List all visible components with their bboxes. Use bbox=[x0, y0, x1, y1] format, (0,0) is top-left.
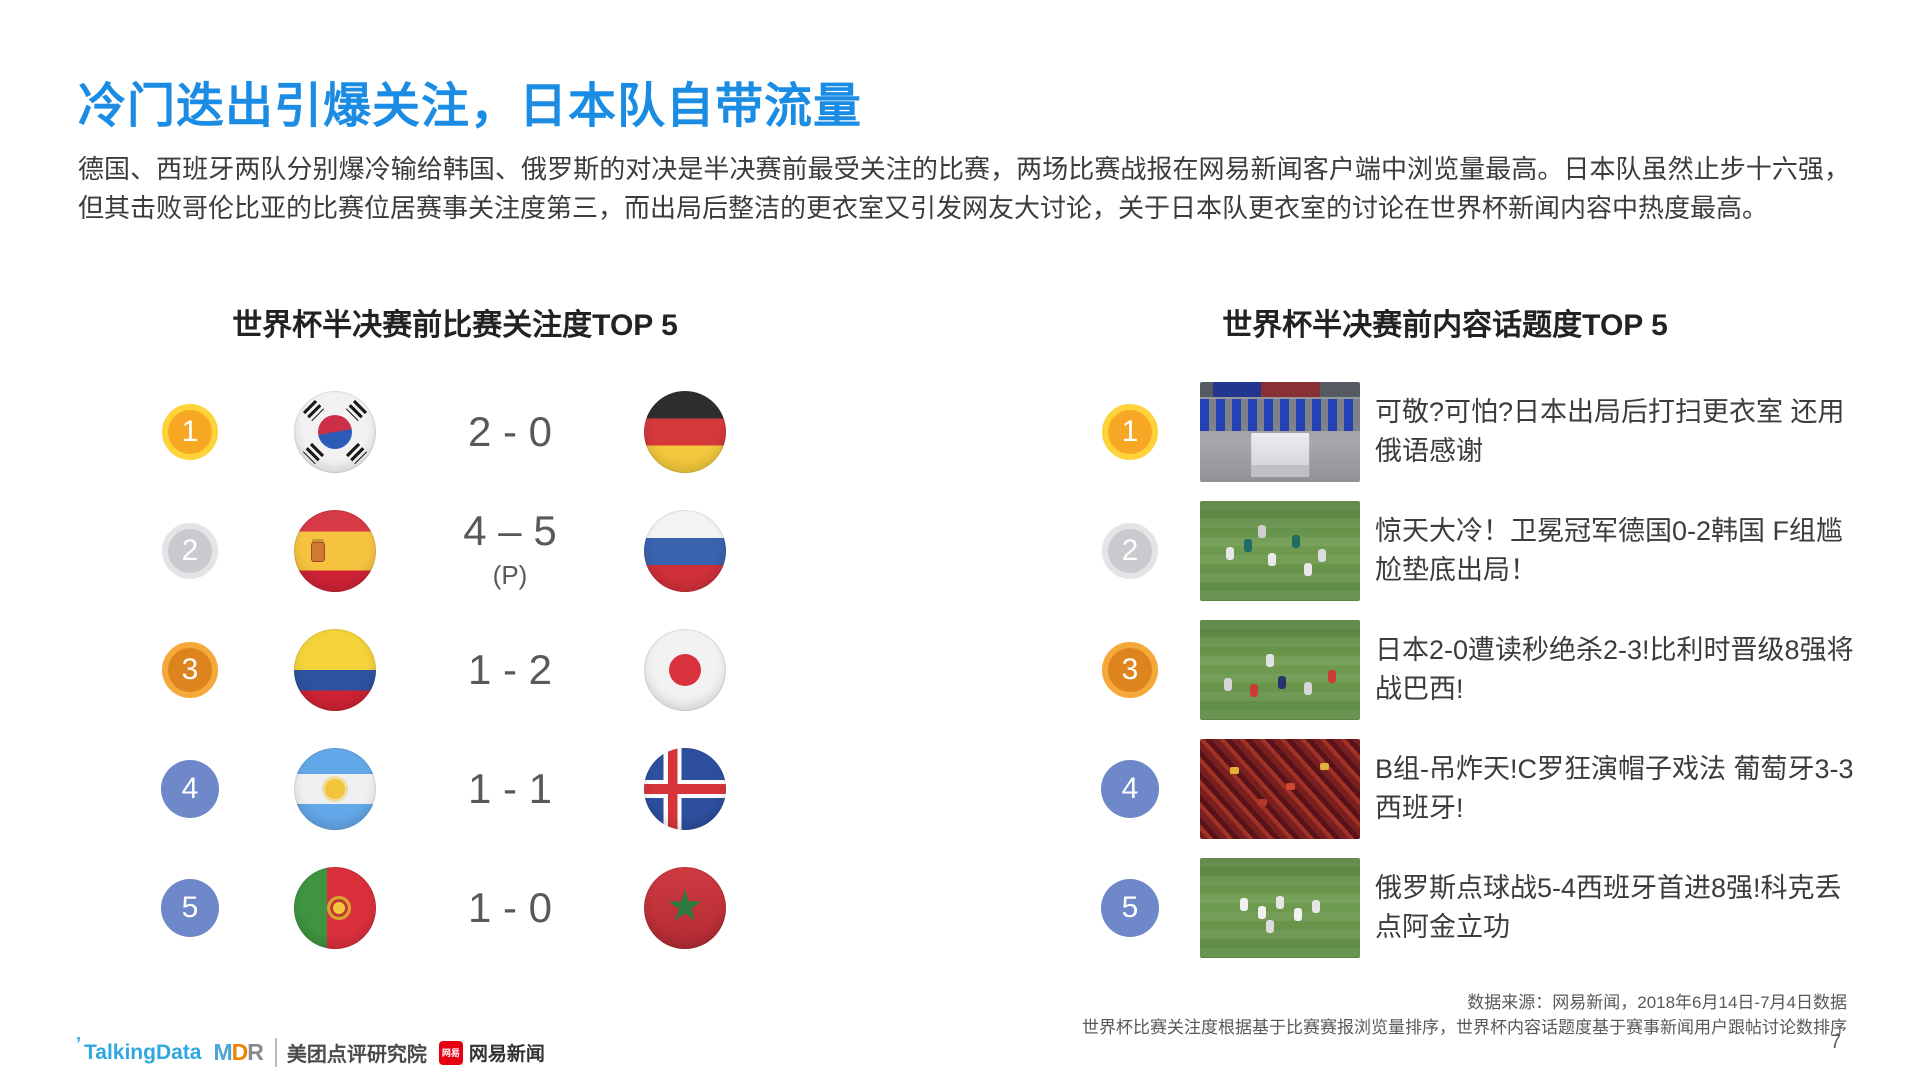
meituan-dianping-research-label: 美团点评研究院 bbox=[274, 1038, 427, 1067]
rank-number: 1 bbox=[1121, 414, 1139, 448]
rank-5-medal-icon: 5 bbox=[1101, 878, 1159, 937]
page-number: 7 bbox=[1830, 1032, 1841, 1053]
list-item: 3 1 - 2 bbox=[130, 610, 780, 729]
flag-iceland-icon bbox=[644, 747, 726, 830]
netease-news-label: 网易新闻 bbox=[468, 1044, 545, 1065]
sun-of-may-symbol bbox=[325, 778, 345, 799]
mdr-letter: M bbox=[213, 1039, 232, 1065]
slide-title: 冷门迭出引爆关注，日本队自带流量 bbox=[78, 80, 863, 133]
rank-number: 2 bbox=[1121, 533, 1139, 567]
rank-4-medal-icon: 4 bbox=[161, 759, 219, 818]
footer-logos: TalkingData MDR 美团点评研究院 网易 网易新闻 bbox=[76, 1034, 545, 1067]
list-item: 4 1 - 1 bbox=[130, 729, 780, 848]
match-top5-list: 1 2 - 0 2 4 – 5 (P) 3 1 - 2 4 1 - 1 bbox=[130, 372, 780, 967]
rank-4-medal-icon: 4 bbox=[1101, 759, 1159, 818]
news-headline: 可敬?可怕?日本出局后打扫更衣室 还用俄语感谢 bbox=[1375, 396, 1845, 466]
penalty-note: (P) bbox=[492, 560, 528, 590]
talkingdata-logo: TalkingData bbox=[76, 1034, 201, 1065]
news-headline: 俄罗斯点球战5-4西班牙首进8强!科克丢点阿金立功 bbox=[1375, 872, 1842, 942]
rank-1-medal-icon: 1 bbox=[1102, 403, 1158, 460]
taegeuk-symbol bbox=[318, 414, 352, 449]
news-headline: 日本2-0遭读秒绝杀2-3!比利时晋级8强将战巴西! bbox=[1375, 634, 1854, 704]
spain-crest bbox=[311, 541, 325, 562]
list-item: 2 惊天大冷！卫冕冠军德国0-2韩国 F组尴尬垫底出局！ bbox=[1065, 491, 1855, 610]
trigram-mark bbox=[345, 399, 368, 421]
rank-number: 1 bbox=[181, 414, 199, 448]
flag-south-korea-icon bbox=[294, 390, 376, 473]
flag-morocco-icon bbox=[644, 866, 726, 949]
news-headline: B组-吊炸天!C罗狂演帽子戏法 葡萄牙3-3西班牙! bbox=[1375, 753, 1854, 823]
flag-colombia-icon bbox=[294, 628, 376, 711]
news-headline: 惊天大冷！卫冕冠军德国0-2韩国 F组尴尬垫底出局！ bbox=[1375, 515, 1844, 585]
rank-number: 4 bbox=[1121, 771, 1139, 805]
match-score: 1 - 0 bbox=[467, 883, 553, 931]
mdr-logo: MDR bbox=[213, 1039, 264, 1066]
thumbnail-japan-locker-room bbox=[1200, 381, 1360, 482]
flag-spain-icon bbox=[294, 509, 376, 592]
thumbnail-portugal-spain-fans bbox=[1200, 738, 1360, 839]
rank-3-medal-icon: 3 bbox=[162, 641, 218, 698]
rank-number: 2 bbox=[181, 533, 199, 567]
match-score: 4 – 5 bbox=[463, 507, 557, 554]
rank-number: 3 bbox=[1121, 652, 1139, 686]
match-score: 1 - 2 bbox=[467, 645, 553, 693]
trigram-mark bbox=[345, 442, 368, 464]
list-item: 4 B组-吊炸天!C罗狂演帽子戏法 葡萄牙3-3西班牙! bbox=[1065, 729, 1855, 848]
armillary-sphere-symbol bbox=[327, 895, 351, 920]
rank-1-medal-icon: 1 bbox=[162, 403, 218, 460]
rank-2-medal-icon: 2 bbox=[1102, 522, 1158, 579]
rank-number: 3 bbox=[181, 652, 199, 686]
match-score: 1 - 1 bbox=[467, 764, 553, 812]
rank-2-medal-icon: 2 bbox=[162, 522, 218, 579]
data-source-line1: 数据来源：网易新闻，2018年6月14日-7月4日数据 bbox=[1467, 993, 1847, 1012]
flag-germany-icon bbox=[644, 390, 726, 473]
left-panel-title: 世界杯半决赛前比赛关注度TOP 5 bbox=[232, 309, 678, 342]
list-item: 5 1 - 0 bbox=[130, 848, 780, 967]
intro-paragraph: 德国、西班牙两队分别爆冷输给韩国、俄罗斯的对决是半决赛前最受关注的比赛，两场比赛… bbox=[78, 154, 1850, 223]
thumbnail-germany-korea-match bbox=[1200, 500, 1360, 601]
rank-number: 5 bbox=[181, 890, 199, 924]
right-panel-title: 世界杯半决赛前内容话题度TOP 5 bbox=[1222, 309, 1668, 342]
flag-argentina-icon bbox=[294, 747, 376, 830]
trigram-mark bbox=[302, 442, 325, 464]
list-item: 2 4 – 5 (P) bbox=[130, 491, 780, 610]
flag-japan-icon bbox=[644, 628, 726, 711]
list-item: 1 2 - 0 bbox=[130, 372, 780, 491]
netease-badge-icon: 网易 bbox=[438, 1040, 463, 1065]
mdr-letter: R bbox=[247, 1039, 264, 1065]
list-item: 1 可敬?可怕?日本出局后打扫更衣室 还用俄语感谢 bbox=[1065, 372, 1855, 491]
mdr-letter: D bbox=[231, 1039, 249, 1065]
data-source-line2: 世界杯比赛关注度根据基于比赛赛报浏览量排序，世界杯内容话题度基于赛事新闻用户跟帖… bbox=[1082, 1018, 1847, 1037]
list-item: 3 日本2-0遭读秒绝杀2-3!比利时晋级8强将战巴西! bbox=[1065, 610, 1855, 729]
trigram-mark bbox=[302, 399, 325, 421]
rank-number: 5 bbox=[1121, 890, 1139, 924]
thumbnail-japan-belgium-match bbox=[1200, 619, 1360, 720]
flag-portugal-icon bbox=[294, 866, 376, 949]
pentagram-star-symbol bbox=[668, 889, 702, 921]
list-item: 5 俄罗斯点球战5-4西班牙首进8强!科克丢点阿金立功 bbox=[1065, 848, 1855, 967]
topic-top5-list: 1 可敬?可怕?日本出局后打扫更衣室 还用俄语感谢 2 惊天大冷！卫冕冠军德国0… bbox=[1065, 372, 1855, 967]
rank-number: 4 bbox=[181, 771, 199, 805]
thumbnail-russia-spain-match bbox=[1200, 857, 1360, 958]
rank-5-medal-icon: 5 bbox=[161, 878, 219, 937]
flag-russia-icon bbox=[644, 509, 726, 592]
match-score: 2 - 0 bbox=[467, 407, 553, 455]
rank-3-medal-icon: 3 bbox=[1102, 641, 1158, 698]
